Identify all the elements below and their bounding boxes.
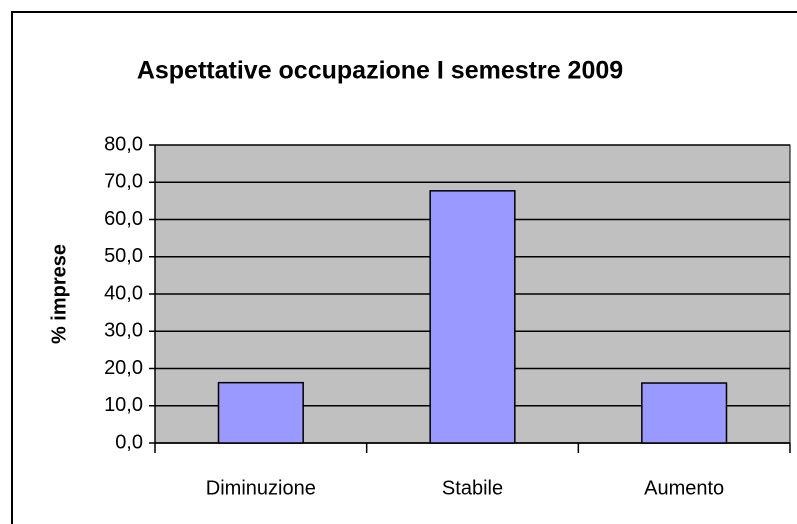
- y-tick-label: 60,0: [104, 208, 143, 230]
- chart-title: Aspettative occupazione I semestre 2009: [137, 57, 623, 85]
- y-tick-label: 50,0: [104, 245, 143, 267]
- y-tick-label: 40,0: [104, 282, 143, 304]
- y-tick-label: 70,0: [104, 171, 143, 193]
- y-tick-label: 10,0: [104, 394, 143, 416]
- x-tick-label: Diminuzione: [206, 477, 316, 499]
- bar: [429, 190, 516, 444]
- y-tick-label: 20,0: [104, 357, 143, 379]
- bar: [641, 382, 728, 444]
- y-tick-label: 0,0: [115, 431, 143, 453]
- y-tick-label: 30,0: [104, 320, 143, 342]
- x-tick-label: Aumento: [644, 477, 724, 499]
- bar: [217, 381, 304, 444]
- y-axis-label: % imprese: [48, 244, 70, 344]
- x-tick-label: Stabile: [442, 477, 503, 499]
- y-tick-label: 80,0: [104, 133, 143, 155]
